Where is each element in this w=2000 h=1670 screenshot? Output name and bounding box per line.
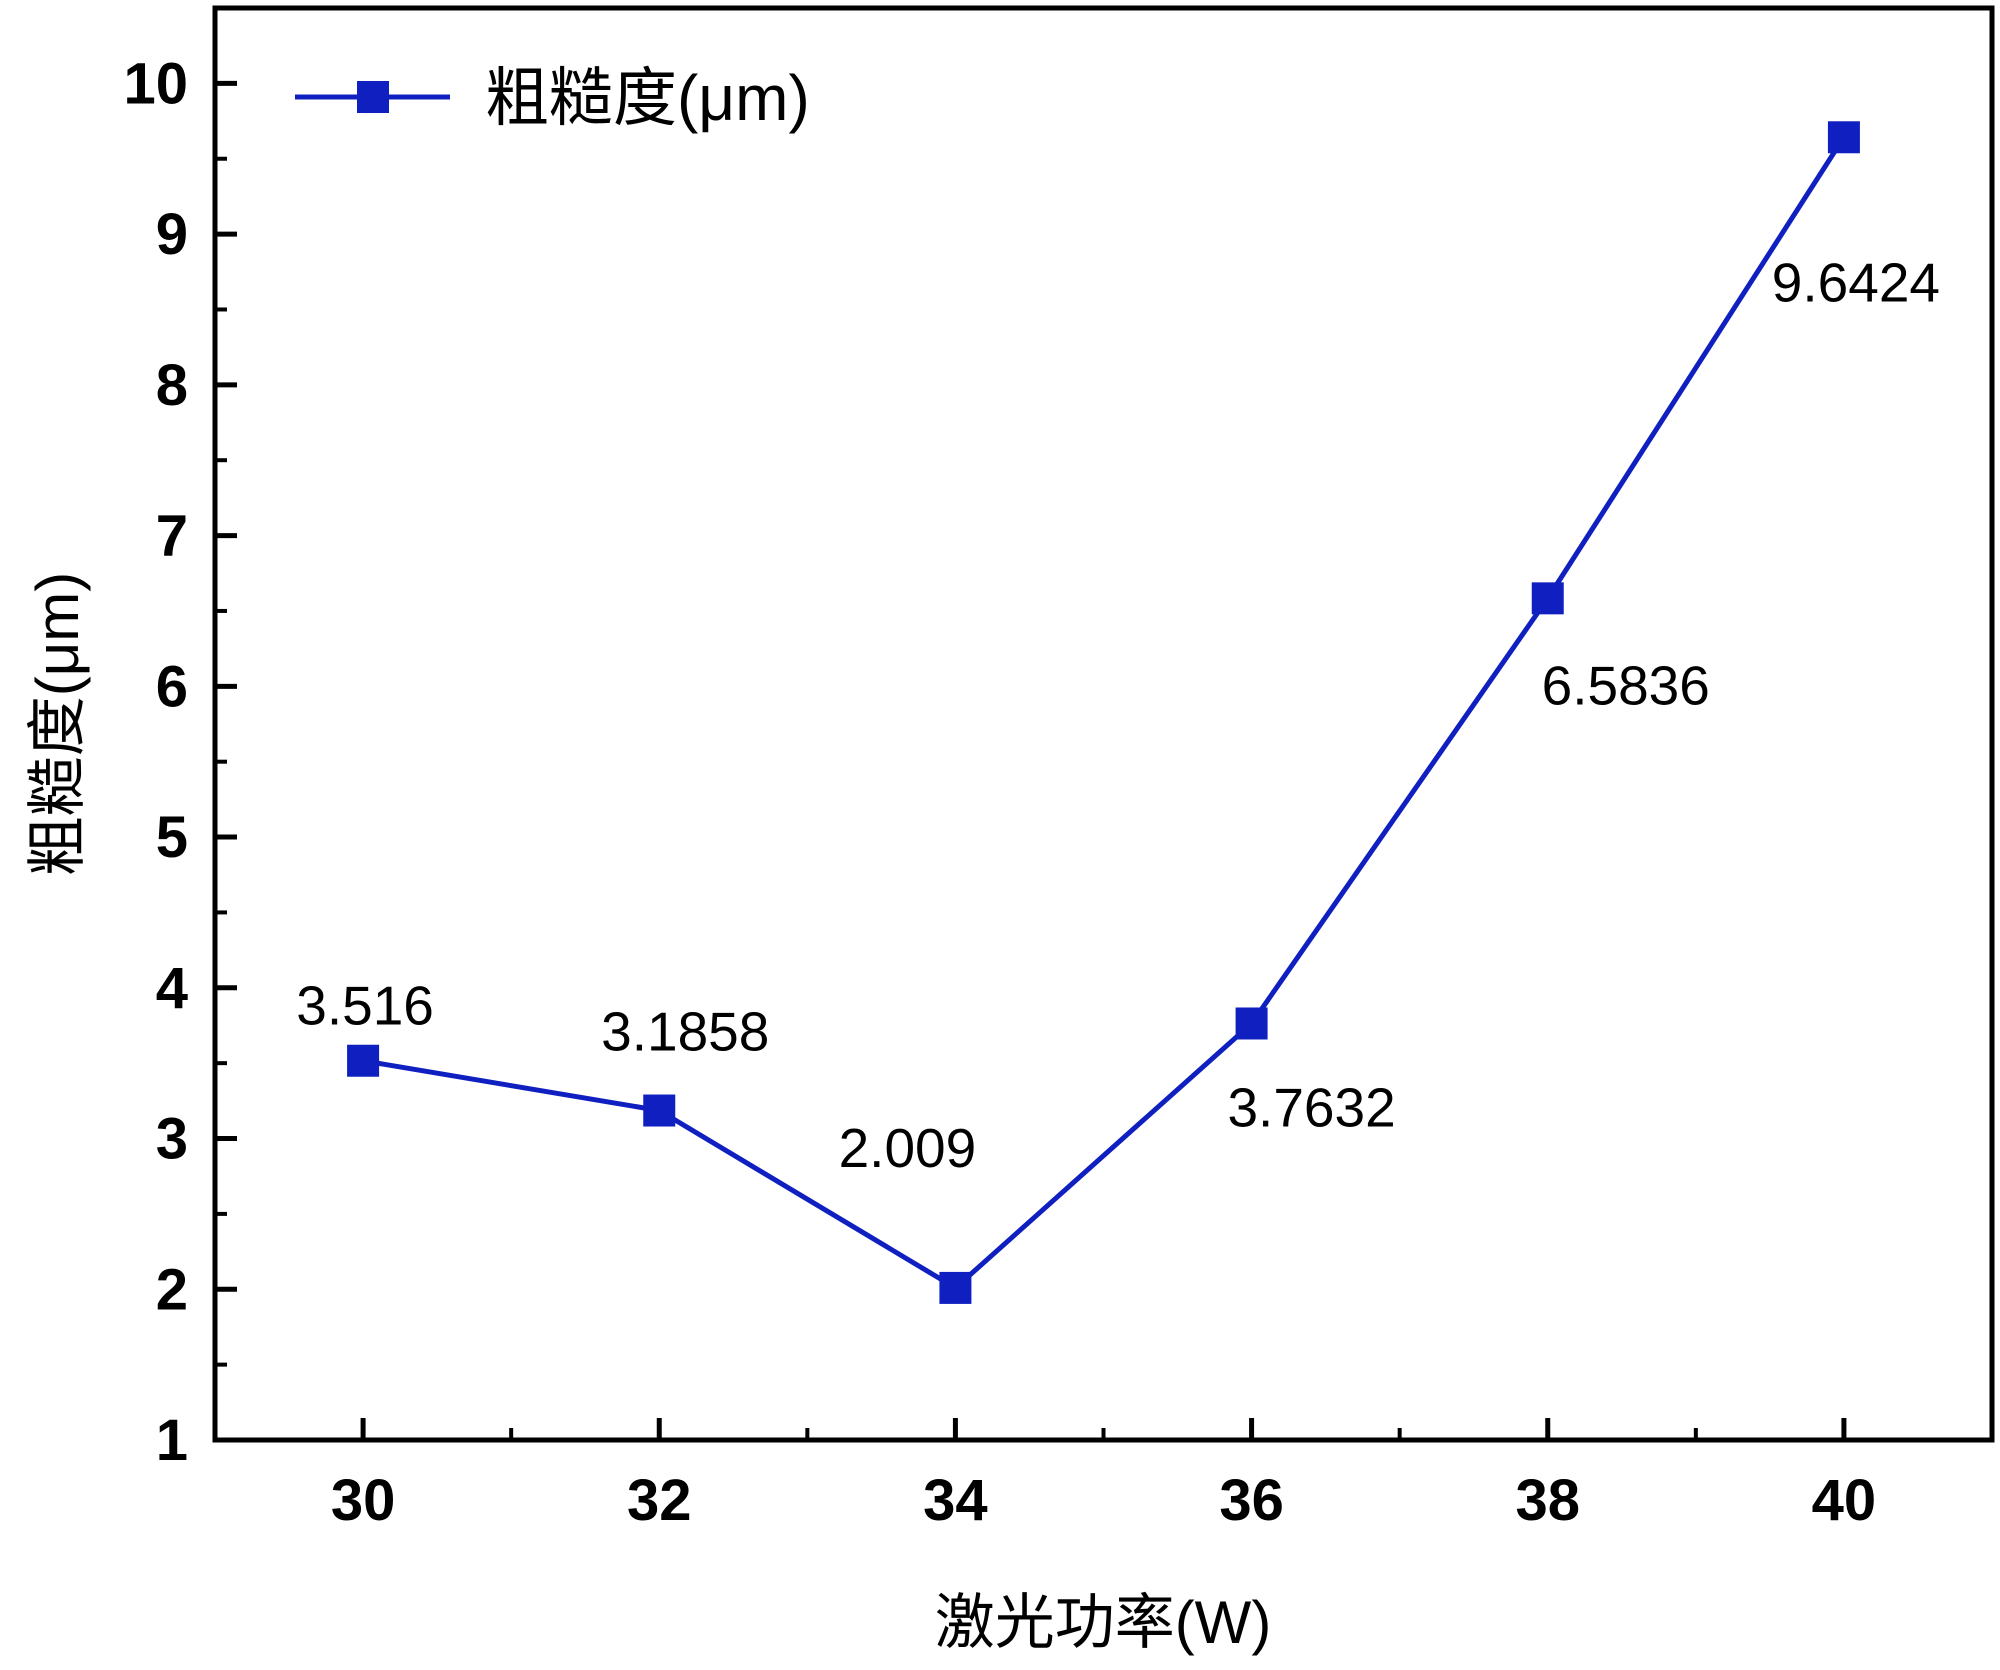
plot-frame bbox=[212, 5, 1995, 1443]
data-point-marker bbox=[347, 1044, 380, 1077]
legend: 粗糙度(μm) bbox=[295, 62, 810, 134]
y-tick-label: 8 bbox=[156, 353, 188, 418]
y-tick-label: 10 bbox=[123, 51, 188, 116]
data-label: 3.516 bbox=[296, 975, 434, 1037]
data-label: 9.6424 bbox=[1772, 251, 1940, 313]
x-tick-label: 30 bbox=[331, 1468, 396, 1533]
legend-square-marker bbox=[357, 81, 389, 113]
data-point-marker bbox=[939, 1271, 972, 1304]
series-markers bbox=[347, 121, 1860, 1304]
x-axis-title: 激光功率(W) bbox=[935, 1589, 1272, 1656]
data-point-marker bbox=[1531, 582, 1564, 615]
y-tick-label: 2 bbox=[156, 1257, 188, 1322]
x-tick-label: 40 bbox=[1812, 1468, 1877, 1533]
x-tick-label: 38 bbox=[1515, 1468, 1580, 1533]
y-axis-ticks bbox=[215, 80, 237, 1443]
y-tick-label: 7 bbox=[156, 504, 188, 569]
x-tick-label: 34 bbox=[923, 1468, 988, 1533]
data-labels: 3.516 3.1858 2.009 3.7632 6.5836 9.6424 bbox=[296, 251, 1940, 1179]
data-label: 6.5836 bbox=[1542, 654, 1710, 716]
legend-label: 粗糙度(μm) bbox=[485, 62, 810, 134]
y-tick-label: 4 bbox=[156, 956, 188, 1021]
x-axis-ticks bbox=[360, 1418, 1847, 1440]
y-tick-label: 9 bbox=[156, 202, 188, 267]
y-tick-label: 3 bbox=[156, 1107, 188, 1172]
y-tick-label: 5 bbox=[156, 805, 188, 870]
y-tick-label: 1 bbox=[156, 1408, 188, 1473]
data-point-marker bbox=[1827, 121, 1860, 154]
data-point-marker bbox=[643, 1094, 676, 1127]
y-axis-title: 粗糙度(μm) bbox=[24, 572, 91, 877]
x-axis-tick-labels: 30 32 34 36 38 40 bbox=[331, 1468, 1876, 1533]
x-tick-label: 36 bbox=[1219, 1468, 1284, 1533]
x-tick-label: 32 bbox=[627, 1468, 692, 1533]
data-label: 3.7632 bbox=[1227, 1076, 1395, 1138]
y-axis-tick-labels: 1 2 3 4 5 6 7 8 9 10 bbox=[123, 51, 188, 1473]
data-label: 2.009 bbox=[839, 1117, 977, 1179]
y-tick-label: 6 bbox=[156, 654, 188, 719]
data-point-marker bbox=[1235, 1007, 1268, 1040]
series-line bbox=[362, 135, 1847, 1291]
data-label: 3.1858 bbox=[601, 1001, 769, 1063]
